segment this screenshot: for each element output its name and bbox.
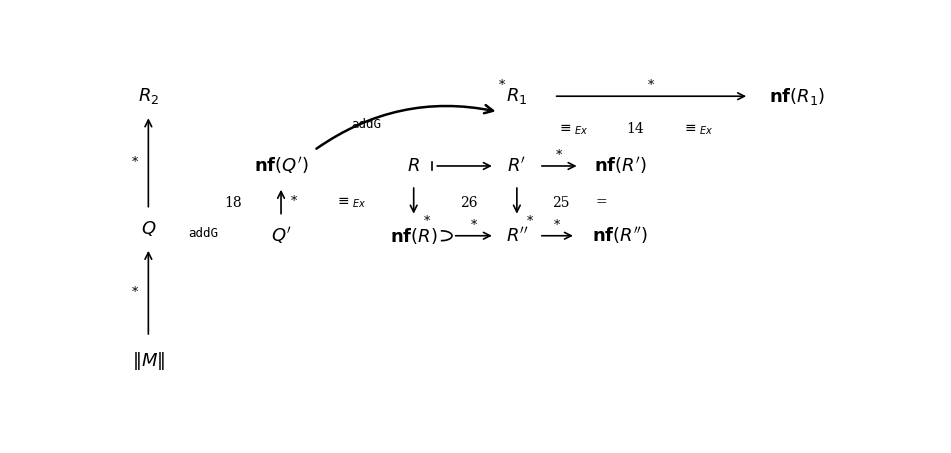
- Text: addG: addG: [188, 227, 219, 241]
- Text: $Q$: $Q$: [141, 219, 156, 238]
- Text: $\|M\|$: $\|M\|$: [132, 350, 165, 372]
- Text: $\equiv_{Ex}$: $\equiv_{Ex}$: [336, 195, 367, 210]
- Text: $R_2$: $R_2$: [138, 86, 159, 106]
- Text: *: *: [527, 215, 534, 228]
- Text: 26: 26: [460, 196, 477, 210]
- Text: $\mathbf{nf}(R')$: $\mathbf{nf}(R')$: [593, 155, 647, 177]
- Text: *: *: [471, 219, 476, 232]
- Text: $\mathbf{nf}(R'')$: $\mathbf{nf}(R'')$: [592, 225, 649, 246]
- Text: addG: addG: [351, 118, 380, 130]
- Text: $\equiv_{Ex}$: $\equiv_{Ex}$: [682, 122, 713, 136]
- Text: *: *: [649, 79, 654, 92]
- Text: 18: 18: [224, 196, 242, 210]
- Text: 25: 25: [553, 196, 570, 210]
- Text: $\equiv_{Ex}$: $\equiv_{Ex}$: [556, 122, 588, 136]
- Text: *: *: [554, 219, 560, 232]
- Text: $Q'$: $Q'$: [271, 225, 291, 246]
- Text: =: =: [596, 196, 608, 210]
- Text: *: *: [132, 286, 138, 299]
- Text: *: *: [291, 195, 298, 208]
- Text: $R_1$: $R_1$: [506, 86, 528, 106]
- Text: *: *: [132, 156, 138, 169]
- Text: 14: 14: [626, 122, 644, 136]
- Text: $R'$: $R'$: [507, 156, 527, 175]
- Text: $R$: $R$: [407, 157, 420, 175]
- Text: *: *: [556, 149, 562, 162]
- Text: $\mathbf{nf}(Q')$: $\mathbf{nf}(Q')$: [254, 155, 308, 177]
- Text: $\mathbf{nf}(R_1)$: $\mathbf{nf}(R_1)$: [768, 86, 825, 107]
- Text: *: *: [499, 79, 505, 92]
- Text: $R''$: $R''$: [506, 226, 528, 245]
- Text: $\mathbf{nf}(R)$: $\mathbf{nf}(R)$: [390, 226, 437, 246]
- Text: *: *: [424, 215, 430, 228]
